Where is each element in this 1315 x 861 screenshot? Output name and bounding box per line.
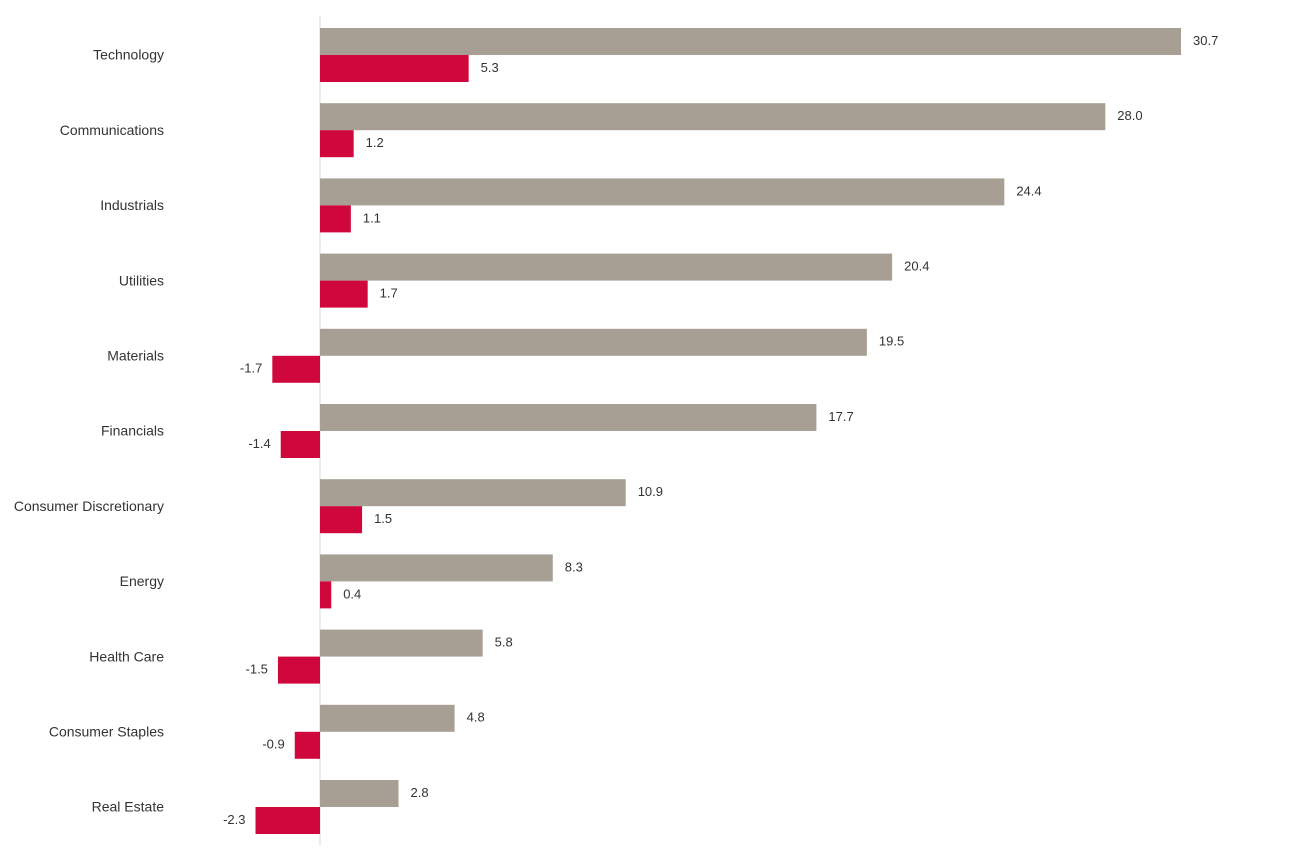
category-label: Consumer Staples (49, 724, 164, 740)
data-label: 10.9 (638, 484, 663, 499)
bar-series-2 (255, 807, 320, 834)
bar-series-2 (320, 205, 351, 233)
data-label: 2.8 (411, 785, 429, 800)
bar-series-1 (320, 178, 1005, 206)
bar-series-1 (320, 253, 893, 281)
data-label: 5.8 (495, 635, 513, 650)
data-label: 1.5 (374, 511, 392, 526)
data-label: -1.5 (246, 662, 268, 677)
bar-series-1 (320, 103, 1106, 131)
data-label: 20.4 (904, 259, 929, 274)
bar-series-1 (320, 28, 1181, 55)
category-label: Health Care (89, 648, 164, 664)
data-label: 19.5 (879, 334, 904, 349)
bar-series-2 (320, 130, 354, 158)
data-label: 1.1 (363, 210, 381, 225)
data-label: -1.7 (240, 361, 262, 376)
data-label: -0.9 (262, 737, 284, 752)
bar-series-1 (320, 554, 553, 582)
category-label: Industrials (100, 197, 164, 213)
data-label: 1.7 (380, 286, 398, 301)
bar-series-2 (294, 731, 320, 759)
bar-series-1 (320, 404, 817, 431)
data-label: 17.7 (828, 409, 853, 424)
data-label: 28.0 (1117, 108, 1142, 123)
data-label: 1.2 (366, 135, 384, 150)
category-label: Financials (101, 423, 164, 439)
category-label: Technology (93, 47, 164, 63)
category-label: Real Estate (92, 799, 165, 815)
category-label: Materials (107, 348, 164, 364)
bar-series-2 (277, 656, 320, 684)
bar-series-2 (272, 355, 320, 383)
data-label: 5.3 (481, 60, 499, 75)
data-label: 30.7 (1193, 33, 1218, 48)
category-label: Communications (60, 122, 164, 138)
data-label: -1.4 (248, 436, 270, 451)
category-label: Utilities (119, 272, 164, 288)
bar-series-1 (320, 704, 455, 732)
bar-series-2 (320, 280, 368, 308)
data-label: 0.4 (343, 586, 361, 601)
category-label: Energy (120, 573, 164, 589)
bar-series-2 (320, 506, 363, 534)
bar-series-1 (320, 780, 399, 807)
bar-series-1 (320, 479, 626, 507)
data-label: 24.4 (1016, 183, 1041, 198)
data-label: 8.3 (565, 559, 583, 574)
bar-series-2 (280, 431, 320, 458)
data-label: 4.8 (467, 710, 485, 725)
category-label: Consumer Discretionary (14, 498, 164, 514)
bar-series-1 (320, 328, 867, 356)
bar-series-2 (320, 55, 469, 82)
data-label: -2.3 (223, 812, 245, 827)
bar-series-2 (320, 581, 332, 609)
bar-series-1 (320, 629, 483, 657)
